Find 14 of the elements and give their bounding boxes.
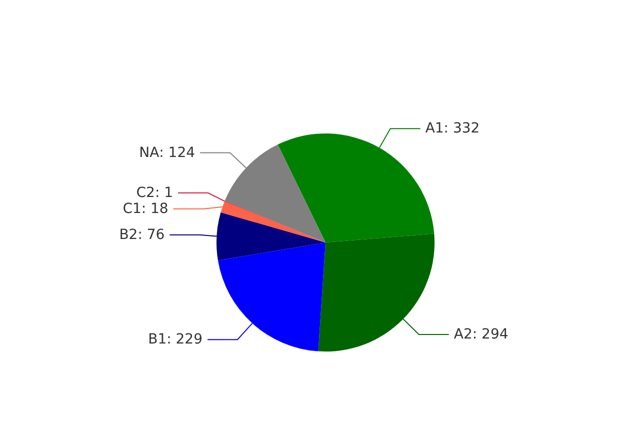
data-label: : 229: [166, 332, 202, 348]
slice-label: C1: [122, 200, 142, 217]
data-label: : 124: [159, 144, 196, 161]
data-label: : 76: [138, 226, 165, 243]
slice-label: B1: [148, 332, 167, 348]
slice-label: A2: [454, 326, 472, 342]
slice-label: A1: [425, 120, 444, 137]
slice-label: NA: [139, 144, 160, 161]
data-label: : 1: [154, 184, 174, 201]
data-label: : 294: [472, 326, 508, 342]
data-label: : 18: [141, 200, 168, 217]
slice-label: B2: [119, 226, 138, 243]
data-label: : 332: [444, 120, 480, 137]
slice-label: C2: [136, 184, 155, 201]
